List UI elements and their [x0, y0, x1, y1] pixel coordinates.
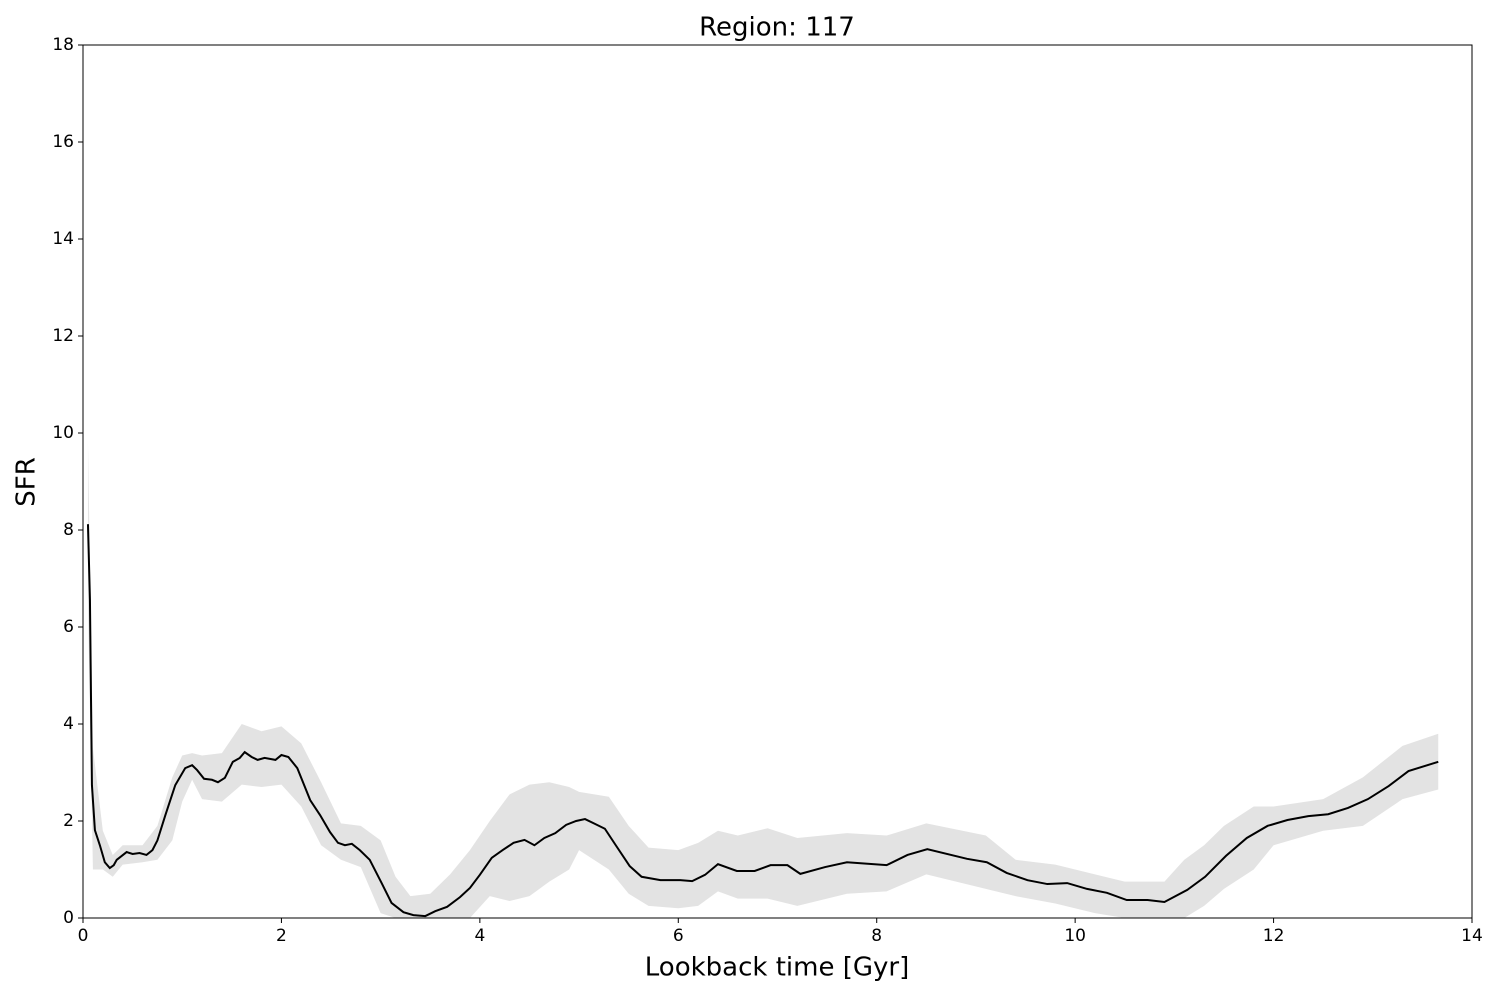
- y-tick-label: 2: [63, 811, 74, 831]
- y-axis-label: SFR: [12, 457, 42, 507]
- x-axis-label: Lookback time [Gyr]: [645, 953, 909, 983]
- chart-title: Region: 117: [699, 13, 855, 43]
- y-tick-label: 8: [63, 520, 74, 540]
- x-tick-label: 4: [474, 926, 485, 946]
- y-tick-label: 14: [52, 229, 74, 249]
- y-tick-label: 4: [63, 714, 74, 734]
- x-tick-label: 0: [78, 926, 89, 946]
- x-tick-label: 2: [276, 926, 287, 946]
- plot-frame: [82, 44, 1473, 919]
- y-tick-label: 10: [52, 423, 74, 443]
- x-tick-label: 12: [1263, 926, 1285, 946]
- y-tick-label: 16: [52, 132, 74, 152]
- x-tick-label: 6: [673, 926, 684, 946]
- y-tick-label: 12: [52, 326, 74, 346]
- sfr-line: [86, 524, 1439, 918]
- x-tick-label: 14: [1461, 926, 1483, 946]
- y-tick-label: 6: [63, 617, 74, 637]
- y-tick-label: 18: [52, 35, 74, 55]
- y-tick-label: 0: [63, 908, 74, 928]
- x-tick-label: 8: [871, 926, 882, 946]
- x-tick-label: 10: [1064, 926, 1086, 946]
